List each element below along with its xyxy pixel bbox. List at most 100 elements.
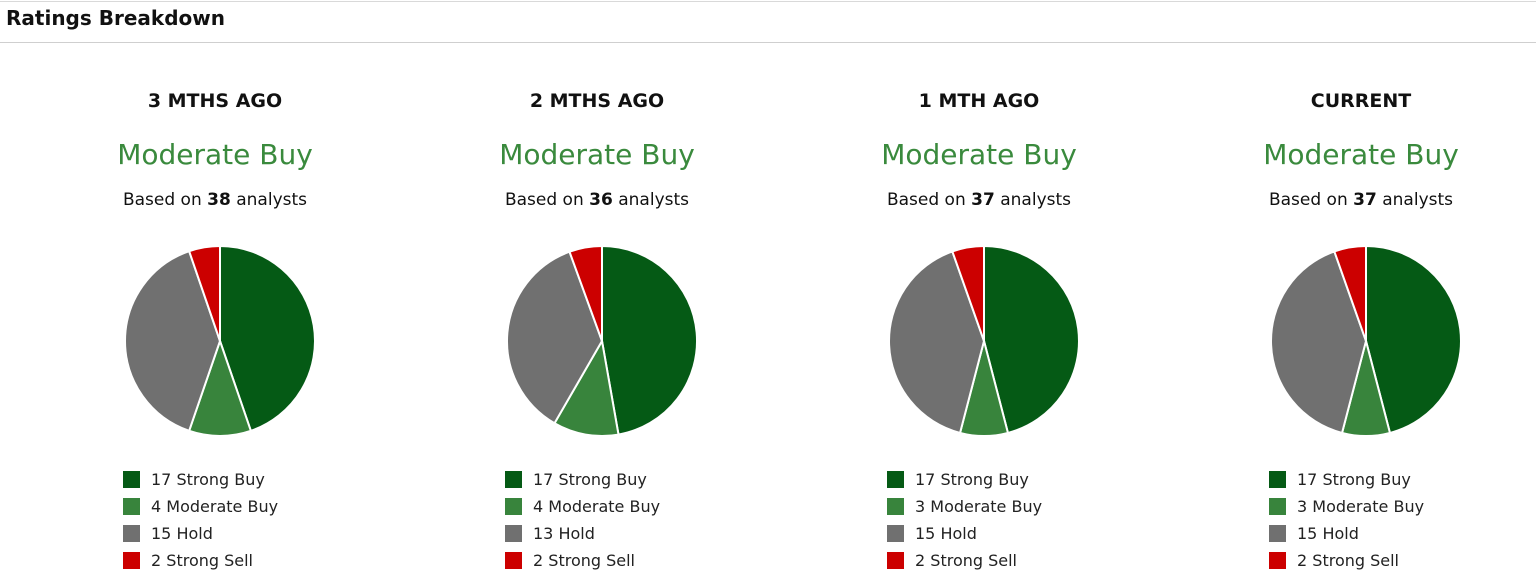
- legend-swatch-moderate-buy: [1269, 498, 1286, 515]
- legend-label: Hold: [940, 524, 977, 543]
- legend-label: Moderate Buy: [166, 497, 279, 516]
- top-divider: [0, 1, 1536, 2]
- legend-label: Strong Buy: [558, 470, 647, 489]
- legend-item-moderate-buy: 3 Moderate Buy: [1269, 493, 1424, 520]
- pie-slice-hold: [888, 250, 985, 434]
- pie-slice-strong-buy: [1365, 245, 1462, 434]
- analyst-count-text: Based on 38 analysts: [24, 190, 406, 210]
- analyst-count: 36: [589, 190, 613, 210]
- period-label: 1 MTH AGO: [918, 90, 1040, 112]
- period-panel-1-month-ago: 1 MTH AGO Moderate Buy Based on 37 analy…: [788, 44, 1170, 577]
- based-on-prefix: Based on: [122, 190, 202, 210]
- pie-slice-moderate-buy: [553, 340, 620, 437]
- consensus-rating: Moderate Buy: [881, 138, 1077, 171]
- legend-count: 2: [915, 551, 926, 570]
- based-on-suffix: analysts: [236, 190, 308, 210]
- legend-count: 2: [151, 551, 162, 570]
- period-panel-2-months-ago: 2 MTHS AGO Moderate Buy Based on 36 anal…: [406, 44, 788, 577]
- period-label: 3 MTHS AGO: [147, 90, 283, 112]
- section-title: Ratings Breakdown: [6, 6, 225, 30]
- legend-count: 17: [1297, 470, 1318, 489]
- legend-item-strong-sell: 2 Strong Sell: [123, 547, 278, 574]
- legend-count: 3: [915, 497, 926, 516]
- legend-swatch-strong-sell: [1269, 552, 1286, 569]
- legend-item-strong-buy: 17 Strong Buy: [887, 466, 1042, 493]
- pie-slice-strong-sell: [951, 245, 985, 342]
- legend-count: 2: [1297, 551, 1308, 570]
- legend-item-strong-sell: 2 Strong Sell: [505, 547, 660, 574]
- legend-count: 15: [1297, 524, 1318, 543]
- legend-swatch-strong-buy: [887, 471, 904, 488]
- legend-item-hold: 15 Hold: [1269, 520, 1424, 547]
- pie-slice-hold: [506, 250, 603, 425]
- legend-label: Strong Buy: [940, 470, 1029, 489]
- legend-swatch-hold: [887, 525, 904, 542]
- legend-swatch-strong-sell: [505, 552, 522, 569]
- legend-swatch-moderate-buy: [887, 498, 904, 515]
- ratings-pie-chart: [888, 245, 1080, 437]
- chart-legend: 17 Strong Buy 3 Moderate Buy 15 Hold 2 S…: [887, 466, 1042, 574]
- period-panel-current: CURRENT Moderate Buy Based on 37 analyst…: [1170, 44, 1536, 577]
- chart-legend: 17 Strong Buy 3 Moderate Buy 15 Hold 2 S…: [1269, 466, 1424, 574]
- legend-count: 17: [915, 470, 936, 489]
- legend-swatch-moderate-buy: [505, 498, 522, 515]
- section-header: Ratings Breakdown: [0, 2, 1536, 43]
- analyst-count: 37: [971, 190, 995, 210]
- legend-label: Strong Sell: [166, 551, 253, 570]
- legend-label: Strong Buy: [1322, 470, 1411, 489]
- legend-item-moderate-buy: 3 Moderate Buy: [887, 493, 1042, 520]
- analyst-count: 37: [1353, 190, 1377, 210]
- analyst-count-text: Based on 37 analysts: [788, 190, 1170, 210]
- chart-legend: 17 Strong Buy 4 Moderate Buy 15 Hold 2 S…: [123, 466, 278, 574]
- analyst-count: 38: [207, 190, 231, 210]
- chart-legend: 17 Strong Buy 4 Moderate Buy 13 Hold 2 S…: [505, 466, 660, 574]
- legend-swatch-strong-buy: [1269, 471, 1286, 488]
- ratings-pie-chart: [124, 245, 316, 437]
- legend-swatch-hold: [1269, 525, 1286, 542]
- legend-item-moderate-buy: 4 Moderate Buy: [505, 493, 660, 520]
- legend-label: Hold: [1322, 524, 1359, 543]
- based-on-prefix: Based on: [886, 190, 966, 210]
- legend-item-strong-buy: 17 Strong Buy: [505, 466, 660, 493]
- pie-slice-hold: [124, 250, 221, 432]
- legend-swatch-hold: [123, 525, 140, 542]
- pie-slice-strong-sell: [188, 245, 221, 342]
- period-label: CURRENT: [1310, 90, 1412, 112]
- pie-slice-strong-sell: [568, 245, 603, 342]
- legend-count: 13: [533, 524, 554, 543]
- legend-swatch-strong-sell: [123, 552, 140, 569]
- legend-swatch-strong-sell: [887, 552, 904, 569]
- legend-item-strong-buy: 17 Strong Buy: [123, 466, 278, 493]
- legend-item-moderate-buy: 4 Moderate Buy: [123, 493, 278, 520]
- ratings-pie-chart: [506, 245, 698, 437]
- pie-slice-hold: [1270, 250, 1367, 434]
- legend-label: Strong Sell: [1312, 551, 1399, 570]
- based-on-prefix: Based on: [1268, 190, 1348, 210]
- legend-item-hold: 15 Hold: [887, 520, 1042, 547]
- legend-label: Moderate Buy: [930, 497, 1043, 516]
- legend-swatch-hold: [505, 525, 522, 542]
- pie-slice-strong-buy: [601, 245, 698, 436]
- pie-slice-strong-buy: [219, 245, 316, 432]
- legend-item-strong-buy: 17 Strong Buy: [1269, 466, 1424, 493]
- pie-slice-strong-sell: [1333, 245, 1367, 342]
- legend-count: 17: [533, 470, 554, 489]
- legend-swatch-strong-buy: [123, 471, 140, 488]
- legend-label: Strong Sell: [930, 551, 1017, 570]
- legend-count: 2: [533, 551, 544, 570]
- legend-label: Strong Sell: [548, 551, 635, 570]
- legend-label: Hold: [558, 524, 595, 543]
- period-panel-3-months-ago: 3 MTHS AGO Moderate Buy Based on 38 anal…: [24, 44, 406, 577]
- based-on-suffix: analysts: [1382, 190, 1454, 210]
- consensus-rating: Moderate Buy: [117, 138, 313, 171]
- legend-count: 15: [151, 524, 172, 543]
- legend-count: 4: [533, 497, 544, 516]
- legend-item-strong-sell: 2 Strong Sell: [1269, 547, 1424, 574]
- legend-count: 15: [915, 524, 936, 543]
- legend-label: Strong Buy: [176, 470, 265, 489]
- legend-label: Moderate Buy: [1312, 497, 1425, 516]
- legend-swatch-moderate-buy: [123, 498, 140, 515]
- consensus-rating: Moderate Buy: [499, 138, 695, 171]
- ratings-pie-chart: [1270, 245, 1462, 437]
- based-on-suffix: analysts: [618, 190, 690, 210]
